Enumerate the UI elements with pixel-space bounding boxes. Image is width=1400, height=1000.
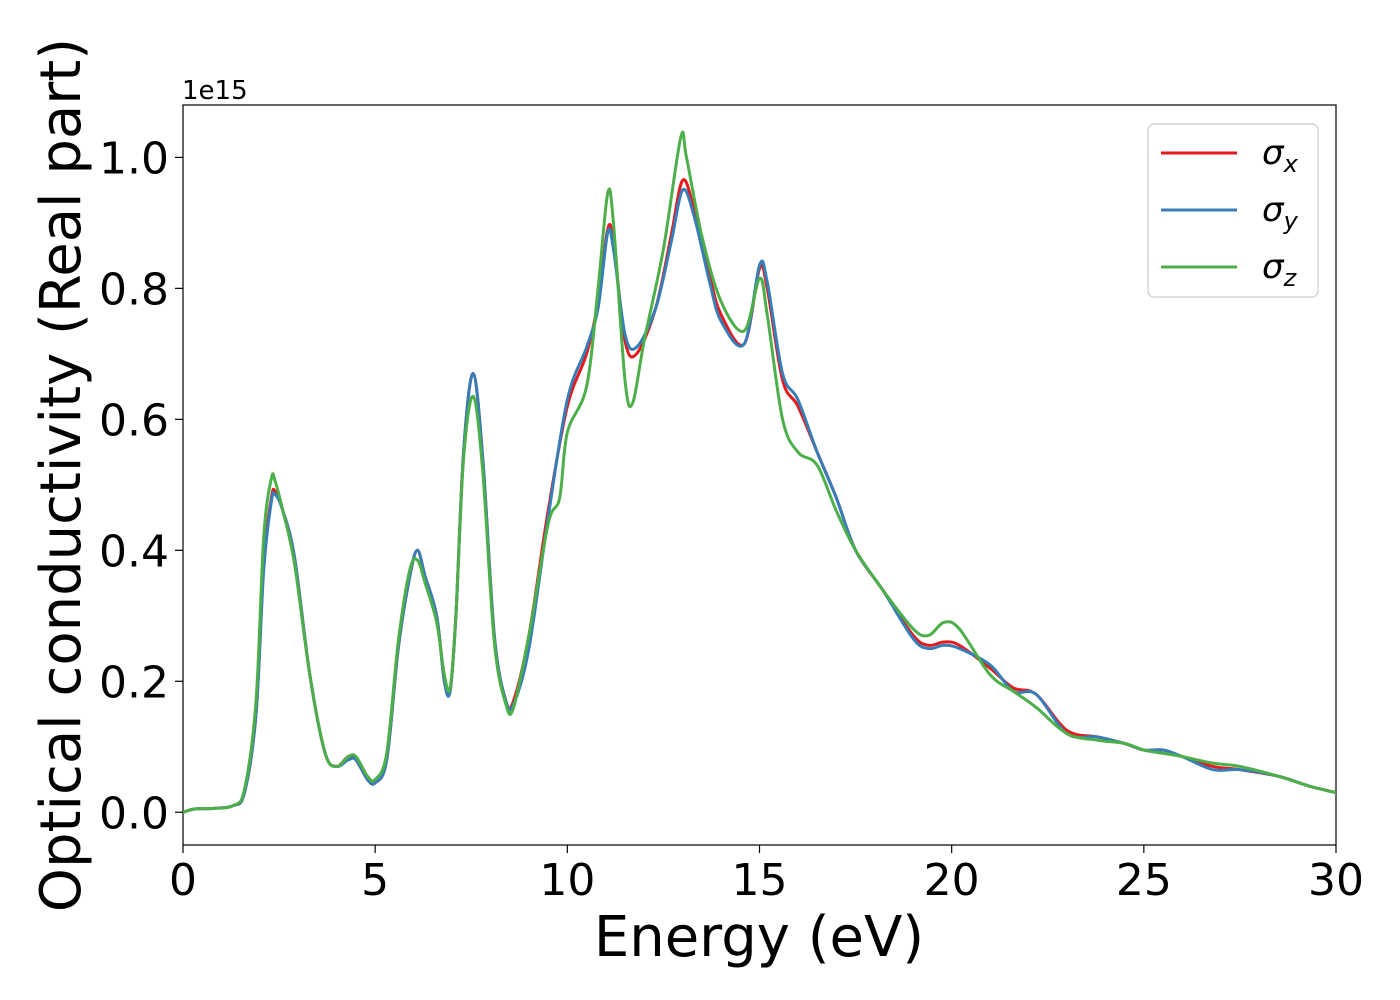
y-tick-label: 1.0 <box>99 133 169 184</box>
y-tick-label: 0.4 <box>99 526 169 577</box>
x-tick-label: 15 <box>732 855 788 906</box>
legend-label-x: σx <box>1262 133 1299 178</box>
x-tick-label: 30 <box>1308 855 1364 906</box>
legend-label-y: σy <box>1262 190 1299 235</box>
y-tick-label: 0.8 <box>99 264 169 315</box>
x-axis-ticks: 0 5 10 15 20 25 30 <box>169 845 1364 906</box>
y-tick-label: 0.6 <box>99 395 169 446</box>
legend-symbol: σ <box>1262 133 1285 173</box>
y-tick-label: 0.2 <box>99 657 169 708</box>
legend-subscript: y <box>1283 207 1299 235</box>
legend-subscript: x <box>1283 150 1299 178</box>
x-tick-label: 5 <box>361 855 389 906</box>
y-tick-label: 0.0 <box>99 788 169 839</box>
x-tick-label: 10 <box>539 855 595 906</box>
x-axis-label: Energy (eV) <box>594 905 924 970</box>
plot-frame <box>182 104 1337 846</box>
legend-symbol: σ <box>1262 247 1285 287</box>
legend-subscript: z <box>1283 264 1298 292</box>
legend-label-z: σz <box>1262 247 1298 292</box>
y-axis-label: Optical conductivity (Real part) <box>29 38 94 912</box>
x-tick-label: 0 <box>169 855 197 906</box>
legend-symbol: σ <box>1262 190 1285 230</box>
y-axis-offset-text: 1e15 <box>182 76 248 106</box>
x-tick-label: 25 <box>1116 855 1172 906</box>
series-line-z <box>183 130 1336 814</box>
series-lines <box>183 130 1336 814</box>
plot-area <box>182 104 1337 846</box>
x-tick-label: 20 <box>924 855 980 906</box>
y-axis-ticks: 0.0 0.2 0.4 0.6 0.8 1.0 <box>99 133 183 839</box>
